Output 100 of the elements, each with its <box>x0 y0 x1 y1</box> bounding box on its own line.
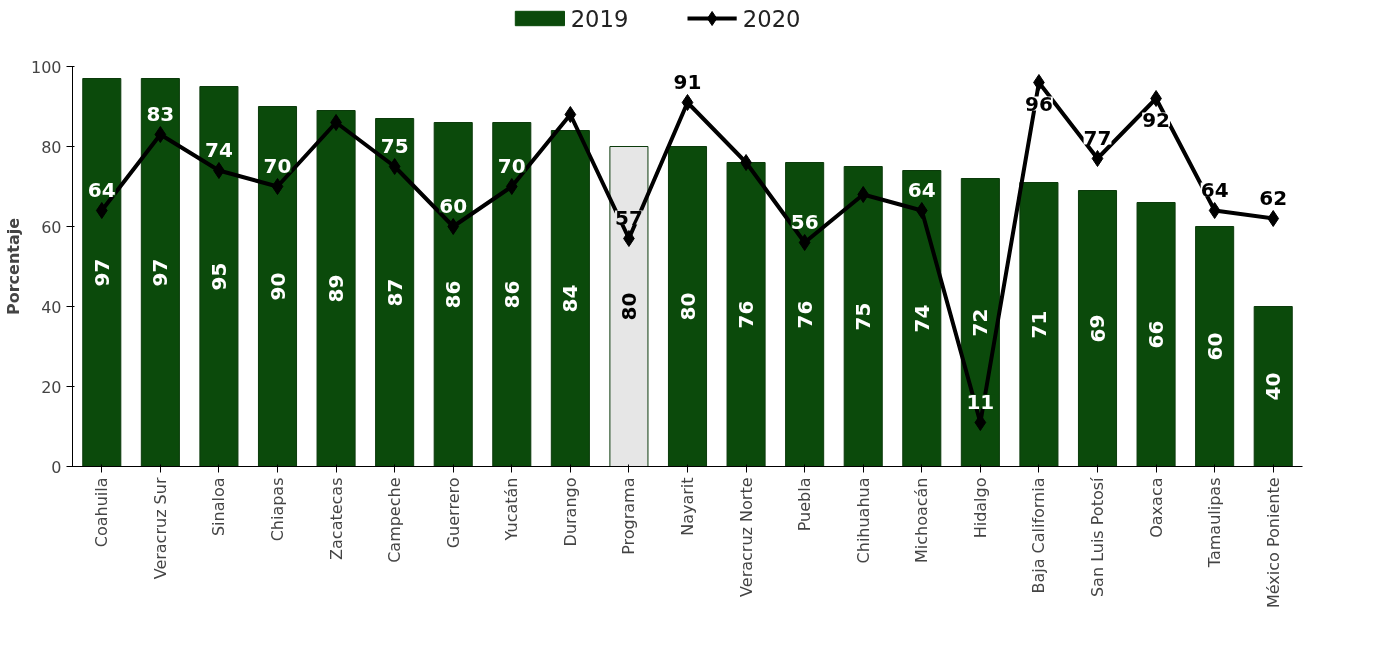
data-label: 66 <box>1144 320 1169 349</box>
point <box>154 126 167 143</box>
point <box>330 114 342 131</box>
x-tick-label: Campeche <box>385 477 405 563</box>
point <box>1150 90 1162 107</box>
data-label: 40 <box>1261 372 1286 401</box>
bar <box>726 162 766 467</box>
data-label: 83 <box>146 101 175 126</box>
legend-label: 2020 <box>742 6 801 32</box>
x-tick-label: Sinaloa <box>209 477 229 537</box>
point <box>798 234 811 251</box>
data-label: 86 <box>441 280 466 309</box>
point <box>1091 150 1104 167</box>
data-label: 70 <box>497 153 526 178</box>
point <box>95 202 108 219</box>
bar <box>199 86 239 467</box>
point <box>857 186 870 203</box>
point <box>1208 202 1221 219</box>
x-tick-label: México Poniente <box>1263 477 1283 609</box>
data-label: 74 <box>205 137 233 162</box>
data-label: 84 <box>558 284 583 313</box>
point <box>213 162 225 179</box>
data-label: 87 <box>382 278 407 307</box>
bar <box>550 130 590 467</box>
data-label: 74 <box>909 304 934 333</box>
y-tick-label: 100 <box>30 57 62 77</box>
data-label: 69 <box>1085 314 1110 343</box>
y-tick-label: 60 <box>41 217 62 237</box>
data-label: 76 <box>734 300 759 329</box>
y-axis-title: Porcentaje <box>3 217 23 316</box>
data-label: 80 <box>675 292 700 321</box>
data-label: 57 <box>615 205 643 230</box>
bar <box>433 122 473 467</box>
x-tick-label: Yucatán <box>502 477 522 542</box>
x-tick-label: Hidalgo <box>970 477 990 539</box>
x-tick-label: Programa <box>619 477 639 555</box>
legend-label: 2019 <box>570 6 629 32</box>
x-tick-label: Coahuila <box>92 477 112 548</box>
data-label: 97 <box>148 258 173 287</box>
data-label: 62 <box>1259 185 1288 210</box>
x-tick-label: Michoacán <box>912 477 932 564</box>
data-label: 70 <box>263 153 292 178</box>
bar <box>1019 182 1059 467</box>
point <box>505 178 518 195</box>
point <box>915 202 928 219</box>
x-tick-label: Veracruz Norte <box>736 477 756 597</box>
data-label: 96 <box>1025 91 1053 116</box>
data-label: 92 <box>1142 107 1170 132</box>
bar <box>257 106 298 467</box>
x-tick-label: Zacatecas <box>326 477 346 560</box>
x-tick-label: Durango <box>560 477 580 547</box>
x-tick-label: Chihuahua <box>853 477 873 564</box>
bar <box>785 162 825 467</box>
x-tick-label: Tamaulipas <box>1205 477 1225 569</box>
data-label: 95 <box>206 262 231 291</box>
x-tick-label: Baja California <box>1029 477 1049 594</box>
data-label: 64 <box>87 177 116 202</box>
bar <box>140 78 180 467</box>
bar <box>1253 306 1293 467</box>
bar <box>316 110 356 467</box>
x-tick-label: Puebla <box>795 477 815 532</box>
data-label: 56 <box>790 209 819 234</box>
bar <box>1136 202 1176 467</box>
bar <box>375 118 415 467</box>
point <box>681 94 694 111</box>
data-label: 80 <box>616 292 641 321</box>
point <box>1033 74 1045 91</box>
bar <box>609 146 649 467</box>
data-label: 89 <box>324 274 349 303</box>
data-label: 75 <box>380 133 409 158</box>
data-label: 76 <box>792 300 817 329</box>
data-label: 11 <box>966 389 995 414</box>
data-label: 64 <box>1200 177 1229 202</box>
y-tick-label: 40 <box>41 297 62 317</box>
y-tick-label: 20 <box>41 377 62 397</box>
bar <box>1077 190 1118 467</box>
data-label: 72 <box>968 308 993 337</box>
x-tick-label: Nayarit <box>678 477 697 536</box>
data-label: 77 <box>1083 125 1112 150</box>
x-tick-label: Guerrero <box>443 477 463 549</box>
data-label: 75 <box>851 302 876 331</box>
data-label: 60 <box>1202 332 1227 361</box>
point <box>1267 210 1280 227</box>
point <box>564 106 577 123</box>
x-tick-label: San Luis Potosí <box>1088 476 1107 598</box>
bar <box>843 166 883 467</box>
data-label: 60 <box>439 193 468 218</box>
point <box>740 154 752 171</box>
bar <box>667 146 708 467</box>
bar <box>82 78 122 467</box>
x-tick-label: Oaxaca <box>1146 477 1166 538</box>
bar <box>960 178 1000 467</box>
data-label: 97 <box>89 258 114 287</box>
point <box>623 230 635 247</box>
y-tick-label: 0 <box>51 457 62 477</box>
data-label: 86 <box>499 280 524 309</box>
y-tick-label: 80 <box>41 137 62 157</box>
point <box>271 178 284 195</box>
bar <box>492 122 532 467</box>
data-label: 71 <box>1026 310 1051 339</box>
